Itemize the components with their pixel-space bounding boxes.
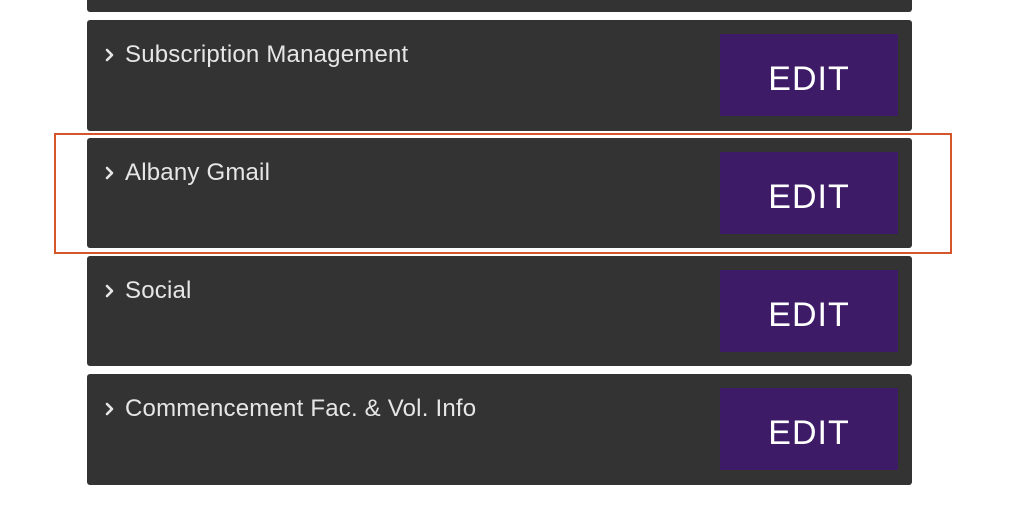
chevron-right-icon [101,164,119,182]
edit-button[interactable]: EDIT [720,34,898,116]
section-toggle[interactable]: Commencement Fac. & Vol. Info [101,355,476,465]
section-social: Social EDIT [87,256,912,366]
edit-button[interactable]: EDIT [720,270,898,352]
section-toggle[interactable]: Social [101,237,192,347]
section-subscription-management: Subscription Management EDIT [87,20,912,131]
section-commencement-info: Commencement Fac. & Vol. Info EDIT [87,374,912,485]
section-label: Commencement Fac. & Vol. Info [125,395,477,422]
section-label: Subscription Management [125,41,409,68]
edit-button[interactable]: EDIT [720,152,898,234]
chevron-right-icon [101,46,119,64]
section-label: Social [125,277,192,304]
chevron-right-icon [101,282,119,300]
section-albany-gmail: Albany Gmail EDIT [87,138,912,248]
section-panel-partial [87,0,912,12]
chevron-right-icon [101,400,119,418]
section-toggle[interactable]: Subscription Management [101,1,408,111]
edit-button[interactable]: EDIT [720,388,898,470]
section-label: Albany Gmail [125,159,271,186]
section-toggle[interactable]: Albany Gmail [101,119,270,229]
